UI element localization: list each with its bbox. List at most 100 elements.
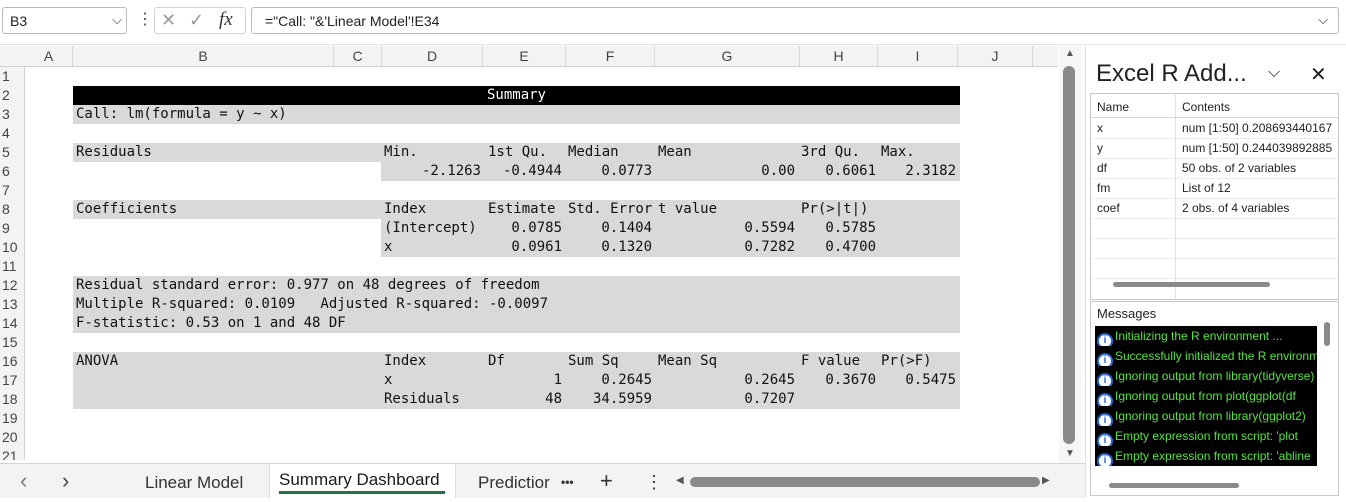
variable-row[interactable]: df 50 obs. of 2 variables: [1091, 158, 1338, 179]
enter-icon[interactable]: ✓: [189, 10, 205, 30]
variable-row[interactable]: fm List of 12: [1091, 178, 1338, 199]
variable-contents: num [1:50] 0.244039892885: [1182, 141, 1333, 155]
more-vert-icon[interactable]: ⋮: [137, 11, 153, 28]
variable-row[interactable]: y num [1:50] 0.244039892885: [1091, 138, 1338, 159]
message-line[interactable]: i Successfully initialized the R environm…: [1095, 346, 1317, 366]
column-header[interactable]: J: [958, 46, 1033, 66]
vertical-scroll-thumb[interactable]: [1063, 66, 1075, 444]
row-header[interactable]: 20: [2, 429, 18, 445]
scroll-up-icon[interactable]: ▲: [1065, 48, 1075, 59]
anova-value-cell: 0.2645: [601, 372, 652, 388]
expand-formula-icon[interactable]: ⌵: [1318, 12, 1328, 27]
anova-header-cell: Pr(>F): [881, 353, 932, 369]
formula-input[interactable]: ="Call: "&'Linear Model'!E34 ⌵: [251, 7, 1339, 34]
more-tabs-icon[interactable]: •••: [561, 475, 574, 489]
variable-name: coef: [1097, 201, 1120, 215]
tab-prediction[interactable]: Predictior: [478, 473, 550, 492]
hscroll-right-icon[interactable]: ▶: [1042, 475, 1050, 486]
row-header[interactable]: 15: [2, 334, 18, 350]
coef-value-cell: 0.0785: [511, 220, 562, 236]
tab-prev-icon[interactable]: ‹: [20, 468, 28, 493]
column-header[interactable]: A: [25, 46, 73, 66]
variable-contents: List of 12: [1182, 181, 1231, 195]
row-header[interactable]: 1: [2, 68, 10, 84]
horizontal-scroll-thumb[interactable]: [690, 477, 1040, 487]
messages-hscroll-thumb[interactable]: [1109, 483, 1239, 488]
message-line[interactable]: i Ignoring output from plot(ggplot(df: [1095, 386, 1317, 406]
message-line[interactable]: i Initializing the R environment ...: [1095, 326, 1317, 346]
anova-header-cell: Mean Sq: [658, 353, 718, 369]
tab-next-icon[interactable]: ›: [62, 468, 70, 493]
column-header[interactable]: H: [800, 46, 878, 66]
contents-column-header[interactable]: Contents: [1182, 100, 1231, 114]
column-header[interactable]: E: [483, 46, 566, 66]
residuals-value-cell: -0.4944: [502, 163, 562, 179]
name-box[interactable]: B3 ⌵: [2, 7, 127, 34]
worksheet[interactable]: Summary Call: lm(formula = y ~ x) Residu…: [25, 67, 1058, 460]
message-text: Empty expression from script: 'plot: [1115, 429, 1299, 443]
info-icon: i: [1097, 453, 1113, 466]
coef-value-cell: (Intercept): [384, 220, 477, 236]
message-line[interactable]: i Empty expression from script: 'plot: [1095, 426, 1317, 446]
hscroll-left-icon[interactable]: ◀: [676, 475, 684, 486]
row-header[interactable]: 16: [2, 353, 18, 369]
row-header[interactable]: 5: [2, 144, 10, 160]
column-header[interactable]: B: [73, 46, 334, 66]
name-column-header[interactable]: Name: [1097, 100, 1130, 114]
row-header[interactable]: 2: [2, 87, 10, 103]
tab-summary-dashboard[interactable]: Summary Dashboard: [269, 464, 456, 498]
panel-title: Excel R Add...: [1096, 60, 1247, 87]
column-header[interactable]: I: [878, 46, 958, 66]
coef-value-cell: 0.1320: [601, 239, 652, 255]
row-header[interactable]: 14: [2, 315, 18, 331]
row-header[interactable]: 17: [2, 372, 18, 388]
message-line[interactable]: i Empty expression from script: 'abline: [1095, 446, 1317, 466]
anova-value-cell: 1: [553, 372, 562, 388]
row-header[interactable]: 21: [2, 448, 18, 460]
message-text: Ignoring output from library(ggplot2): [1115, 409, 1306, 423]
anova-header-cell: F value: [801, 353, 861, 369]
messages-vscroll-thumb[interactable]: [1324, 322, 1330, 346]
info-icon: i: [1097, 353, 1113, 366]
row-header[interactable]: 8: [2, 201, 10, 217]
row-header[interactable]: 10: [2, 239, 18, 255]
anova-header-cell: Sum Sq: [568, 353, 619, 369]
anova-value-cell: 0.3670: [825, 372, 876, 388]
row-header[interactable]: 4: [2, 125, 10, 141]
variable-row[interactable]: x num [1:50] 0.208693440167: [1091, 118, 1338, 139]
variable-row[interactable]: coef 2 obs. of 4 variables: [1091, 198, 1338, 219]
residuals-header-cell: 3rd Qu.: [801, 144, 861, 160]
row-header[interactable]: 13: [2, 296, 18, 312]
column-header[interactable]: C: [334, 46, 382, 66]
cancel-icon[interactable]: ✕: [161, 10, 177, 30]
row-header[interactable]: 9: [2, 220, 10, 236]
column-header[interactable]: D: [382, 46, 483, 66]
row-header[interactable]: 3: [2, 106, 10, 122]
panel-options-icon[interactable]: ⌵: [1268, 64, 1281, 81]
residuals-values-block: [381, 162, 960, 181]
message-text: Ignoring output from library(tidyverse): [1115, 369, 1315, 383]
row-header[interactable]: 18: [2, 391, 18, 407]
row-header[interactable]: 6: [2, 163, 10, 179]
sheet-options-icon[interactable]: ⋮: [645, 472, 663, 492]
chevron-down-icon[interactable]: ⌵: [112, 12, 122, 27]
row-header[interactable]: 7: [2, 182, 10, 198]
row-header[interactable]: 12: [2, 277, 18, 293]
residuals-value-cell: 0.00: [761, 163, 795, 179]
row-header[interactable]: 11: [2, 258, 17, 274]
table-scroll-thumb[interactable]: [1113, 282, 1270, 287]
insert-function-icon[interactable]: fx: [219, 9, 233, 30]
column-header[interactable]: F: [566, 46, 655, 66]
message-line[interactable]: i Ignoring output from library(ggplot2): [1095, 406, 1317, 426]
row-header[interactable]: 19: [2, 410, 18, 426]
close-icon[interactable]: ✕: [1310, 64, 1327, 86]
row-headers: 1 2 3 4 5 6 7 8 9 10 11 12 13 14 15 16 17 18 19 20 21: [0, 67, 25, 460]
call-text: Call: lm(formula = y ~ x): [76, 106, 287, 122]
tab-linear-model[interactable]: Linear Model: [145, 473, 244, 492]
scroll-down-icon[interactable]: ▼: [1065, 448, 1075, 459]
anova-header-cell: Index: [384, 353, 427, 369]
coef-header-cell: Pr(>|t|): [801, 201, 869, 217]
message-line[interactable]: i Ignoring output from library(tidyverse): [1095, 366, 1317, 386]
column-header[interactable]: G: [655, 46, 800, 66]
add-sheet-icon[interactable]: +: [600, 468, 613, 493]
